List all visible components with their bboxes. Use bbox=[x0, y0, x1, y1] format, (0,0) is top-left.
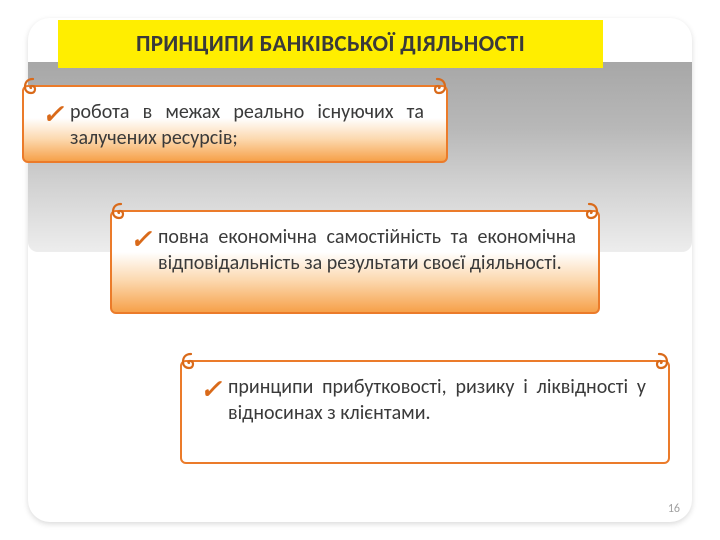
scroll-ornament-icon bbox=[180, 352, 202, 372]
page-number: 16 bbox=[668, 502, 680, 516]
principle-text-2: повна економічна самостійність та економ… bbox=[158, 224, 576, 276]
slide-title: ПРИНЦИПИ БАНКІВСЬКОЇ ДІЯЛЬНОСТІ bbox=[136, 30, 525, 58]
principle-box-2: ✓ повна економічна самостійність та екон… bbox=[110, 210, 600, 314]
principle-text-1: робота в межах реально існуючих та залуч… bbox=[70, 99, 424, 151]
scroll-ornament-icon bbox=[110, 202, 132, 222]
principle-box-3: ✓ принципи прибутковості, ризику і лікві… bbox=[180, 360, 670, 464]
checkmark-icon: ✓ bbox=[42, 101, 64, 127]
title-banner: ПРИНЦИПИ БАНКІВСЬКОЇ ДІЯЛЬНОСТІ bbox=[58, 20, 603, 68]
scroll-ornament-icon bbox=[426, 77, 448, 97]
principle-text-3: принципи прибутковості, ризику і ліквідн… bbox=[228, 374, 646, 426]
checkmark-icon: ✓ bbox=[200, 376, 222, 402]
principle-box-1: ✓ робота в межах реально існуючих та зал… bbox=[22, 85, 448, 163]
scroll-ornament-icon bbox=[22, 77, 44, 97]
scroll-ornament-icon bbox=[648, 352, 670, 372]
scroll-ornament-icon bbox=[578, 202, 600, 222]
checkmark-icon: ✓ bbox=[130, 226, 152, 252]
